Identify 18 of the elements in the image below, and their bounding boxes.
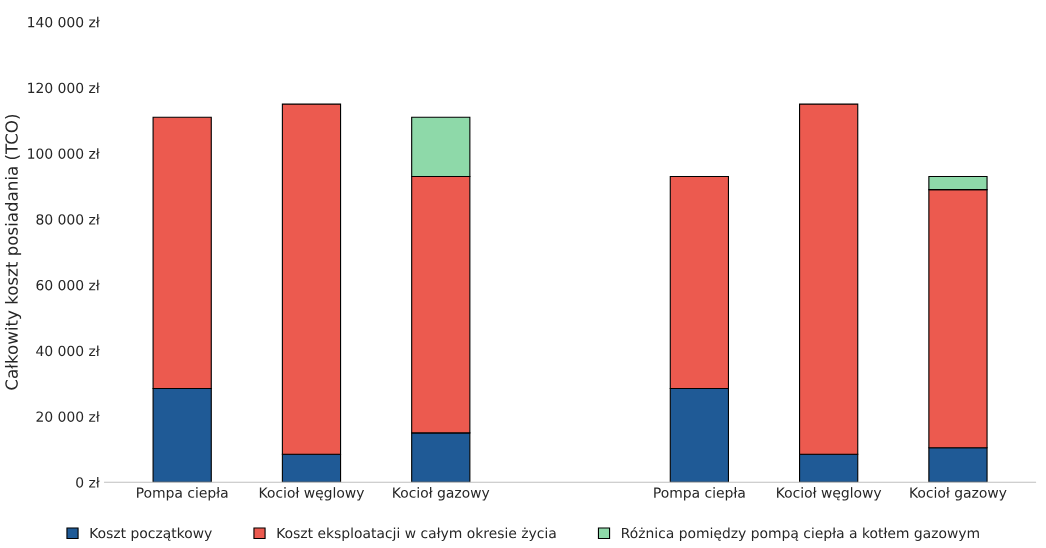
x-tick-label: Kocioł węglowy <box>777 487 882 501</box>
x-tick-label: Kocioł gazowy <box>393 487 490 501</box>
legend-label: Różnica pomiędzy pompą ciepła a kotłem gazowym <box>622 526 979 541</box>
legend-label: Koszt eksploatacji w całym okresie życia <box>277 527 556 541</box>
y-axis-title: Całkowity koszt posiadania (TCO) <box>4 114 22 390</box>
y-tick-label: 0 zł <box>76 476 100 488</box>
y-tick-label: 40 000 zł <box>36 345 100 357</box>
x-tick-label: Kocioł węglowy <box>259 487 365 501</box>
legend-label: Koszt początkowy <box>90 527 212 541</box>
y-tick-label: 80 000 zł <box>36 213 100 225</box>
y-tick-label: 100 000 zł <box>28 148 100 159</box>
y-tick-label: 120 000 zł <box>28 82 100 94</box>
y-tick-label: 60 000 zł <box>36 279 100 291</box>
x-tick-label: Kocioł gazowy <box>910 487 1007 501</box>
y-tick-label: 20 000 zł <box>36 411 100 422</box>
x-tick-label: Pompa ciepła <box>654 487 745 501</box>
y-tick-label: 140 000 zł <box>28 16 100 28</box>
x-tick-label: Pompa ciepła <box>137 487 228 501</box>
